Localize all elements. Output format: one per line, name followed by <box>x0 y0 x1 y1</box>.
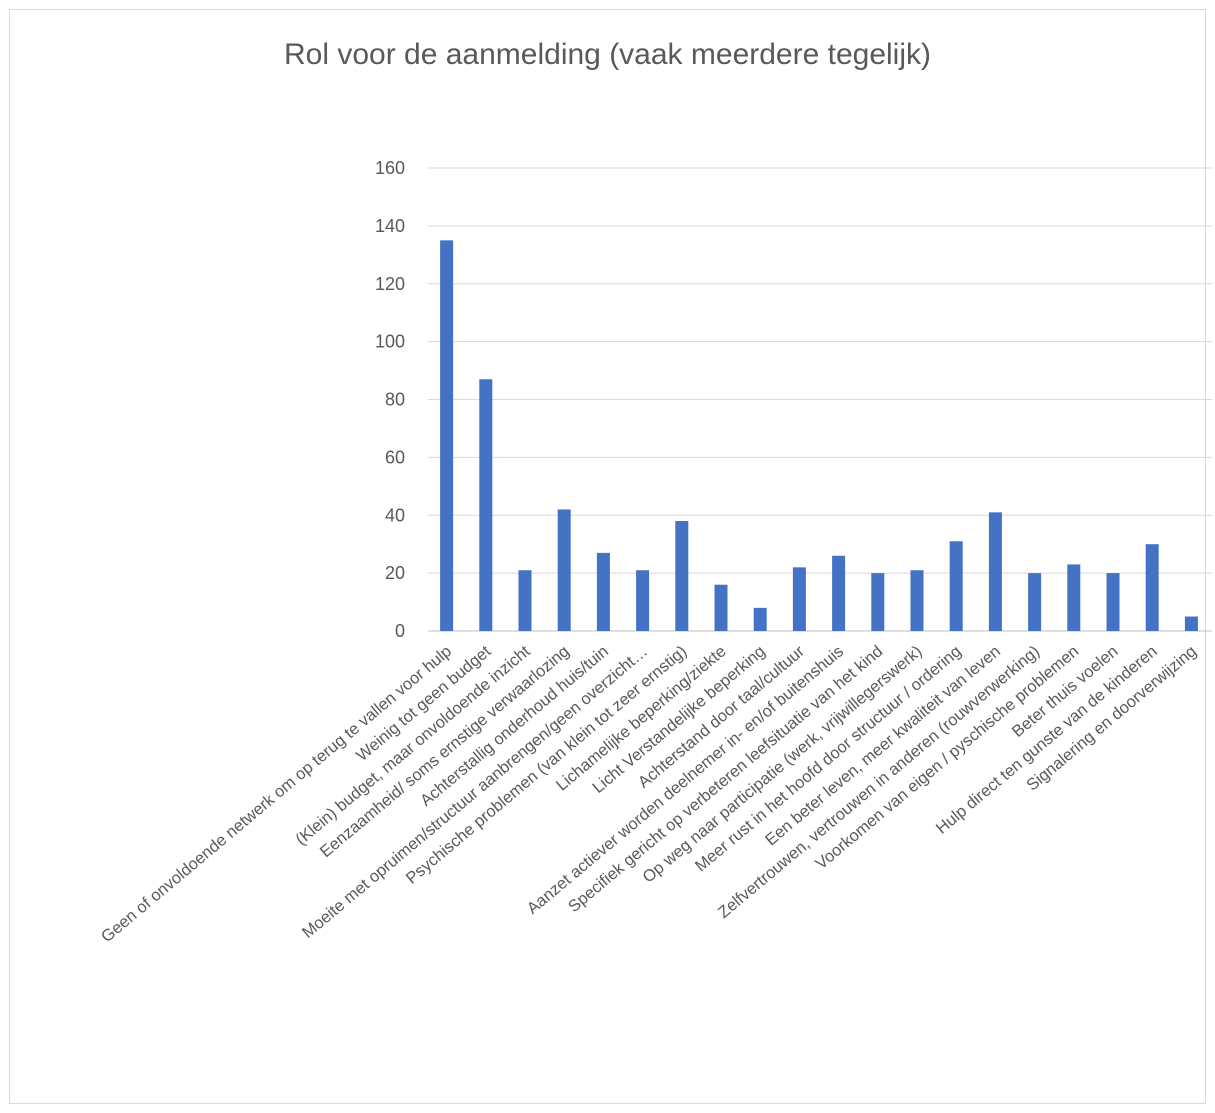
bar <box>910 570 924 631</box>
bar <box>871 573 885 631</box>
bar <box>518 570 532 631</box>
y-axis-ticks: 0 20 40 60 80 100 120 140 160 <box>375 158 405 641</box>
bar <box>1106 573 1120 631</box>
y-tick-label: 100 <box>375 332 405 352</box>
bar <box>832 555 846 631</box>
bars <box>440 240 1198 631</box>
bar <box>1067 564 1081 631</box>
y-tick-label: 80 <box>385 390 405 410</box>
bar <box>1145 544 1159 631</box>
y-tick-label: 160 <box>375 158 405 178</box>
bar <box>714 584 728 631</box>
bar <box>675 521 689 631</box>
y-tick-label: 40 <box>385 505 405 525</box>
bar <box>596 552 610 631</box>
bar <box>792 567 806 631</box>
chart-title: Rol voor de aanmelding (vaak meerdere te… <box>284 38 931 71</box>
bar <box>479 379 493 631</box>
y-tick-label: 60 <box>385 447 405 467</box>
y-tick-label: 140 <box>375 216 405 236</box>
bar <box>753 607 767 631</box>
bar <box>1028 573 1042 631</box>
bar <box>440 240 454 631</box>
x-axis-labels: Geen of onvoldoende netwerk om op terug … <box>98 642 1200 946</box>
bar <box>949 541 963 631</box>
bar <box>1184 616 1198 631</box>
y-tick-label: 20 <box>385 563 405 583</box>
y-tick-label: 120 <box>375 274 405 294</box>
gridlines <box>428 167 1212 632</box>
bar <box>557 509 571 631</box>
bar <box>636 570 650 631</box>
y-tick-label: 0 <box>395 621 405 641</box>
bar <box>988 512 1002 631</box>
